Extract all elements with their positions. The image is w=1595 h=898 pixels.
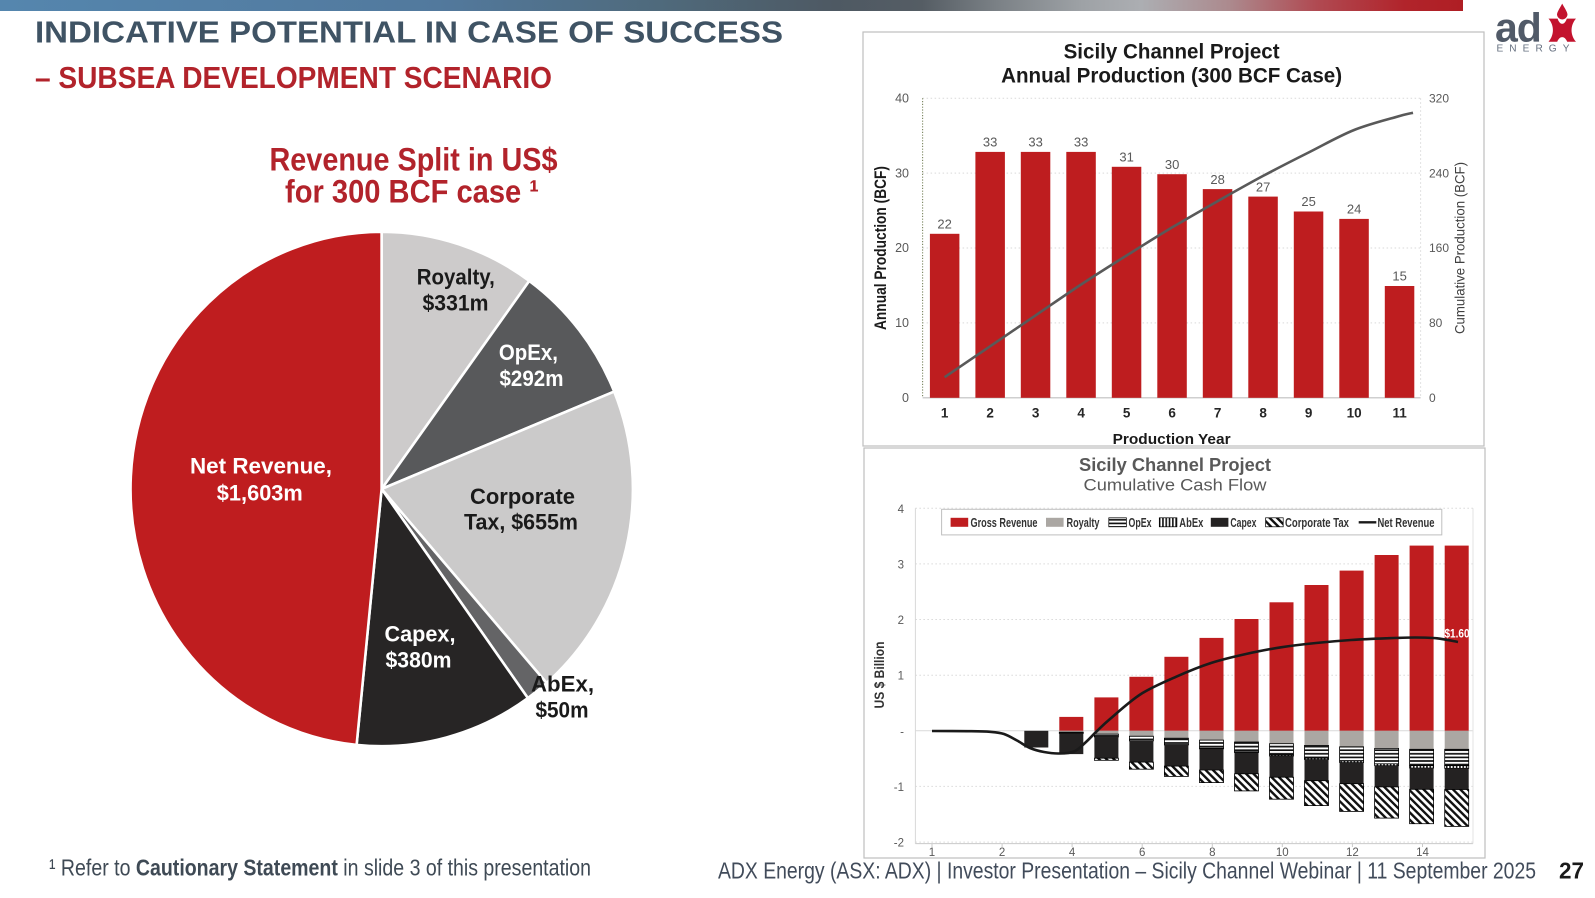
svg-text:INDICATIVE POTENTIAL IN CASE O: INDICATIVE POTENTIAL IN CASE OF SUCCESS [35, 16, 783, 50]
svg-text:US $ Billion: US $ Billion [871, 642, 887, 709]
svg-text:ENERGY: ENERGY [1497, 44, 1576, 55]
svg-text:AbEx: AbEx [1179, 516, 1203, 530]
svg-text:Royalty: Royalty [1067, 516, 1100, 530]
svg-text:6: 6 [1168, 406, 1176, 421]
svg-text:Gross Revenue: Gross Revenue [971, 516, 1038, 530]
svg-text:$1.60: $1.60 [1445, 629, 1470, 641]
svg-text:8: 8 [1259, 406, 1267, 421]
svg-text:33: 33 [1074, 135, 1088, 150]
svg-text:7: 7 [1214, 406, 1222, 421]
svg-text:30: 30 [895, 166, 909, 180]
svg-text:2: 2 [986, 406, 994, 421]
svg-text:$1,603m: $1,603m [217, 481, 303, 506]
svg-text:– SUBSEA DEVELOPMENT SCENARIO: – SUBSEA DEVELOPMENT SCENARIO [35, 60, 552, 95]
svg-text:320: 320 [1429, 91, 1449, 105]
svg-text:Production Year: Production Year [1113, 432, 1231, 448]
svg-text:1: 1 [941, 406, 949, 421]
svg-text:Tax, $655m: Tax, $655m [464, 510, 578, 535]
svg-text:$331m: $331m [423, 291, 489, 316]
svg-text:for 300 BCF case ¹: for 300 BCF case ¹ [285, 174, 539, 210]
svg-text:5: 5 [1123, 406, 1131, 421]
svg-text:8: 8 [1209, 847, 1215, 859]
svg-text:22: 22 [937, 217, 951, 232]
svg-text:-1: -1 [894, 782, 904, 794]
svg-text:28: 28 [1210, 172, 1224, 187]
svg-text:$292m: $292m [500, 366, 564, 391]
svg-text:Cumulative Production (BCF): Cumulative Production (BCF) [1453, 162, 1468, 334]
svg-text:25: 25 [1301, 194, 1315, 209]
svg-text:6: 6 [1139, 847, 1145, 859]
svg-text:33: 33 [1028, 135, 1042, 150]
svg-text:1: 1 [929, 847, 935, 859]
svg-text:¹ Refer to Cautionary Statemen: ¹ Refer to Cautionary Statement in slide… [49, 855, 591, 881]
svg-text:Net Revenue,: Net Revenue, [190, 454, 332, 479]
svg-text:-: - [900, 726, 904, 738]
svg-text:Annual Production (300 BCF Cas: Annual Production (300 BCF Case) [1001, 65, 1342, 88]
svg-text:31: 31 [1119, 150, 1133, 165]
svg-text:240: 240 [1429, 166, 1449, 180]
svg-text:30: 30 [1165, 157, 1179, 172]
svg-text:ADX Energy (ASX: ADX) | Inve: ADX Energy (ASX: ADX) | Investor Present… [718, 858, 1536, 884]
svg-text:Corporate: Corporate [470, 484, 575, 509]
svg-text:11: 11 [1392, 406, 1407, 421]
svg-text:Annual Production (BCF): Annual Production (BCF) [872, 166, 890, 330]
svg-text:3: 3 [898, 559, 904, 571]
svg-text:27: 27 [1256, 179, 1270, 194]
svg-text:20: 20 [895, 241, 909, 255]
svg-text:1: 1 [898, 671, 904, 683]
svg-text:Revenue Split in US$: Revenue Split in US$ [270, 142, 558, 178]
svg-text:27: 27 [1559, 858, 1584, 884]
svg-text:12: 12 [1346, 847, 1359, 859]
svg-text:80: 80 [1429, 316, 1443, 330]
svg-text:9: 9 [1305, 406, 1313, 421]
svg-text:AbEx,: AbEx, [531, 672, 594, 697]
svg-text:24: 24 [1347, 202, 1361, 217]
svg-text:10: 10 [895, 316, 909, 330]
svg-text:Sicily Channel Project: Sicily Channel Project [1079, 455, 1271, 475]
svg-text:OpEx,: OpEx, [499, 340, 558, 365]
svg-text:4: 4 [898, 504, 905, 516]
svg-text:ad: ad [1495, 5, 1541, 51]
svg-text:3: 3 [1032, 406, 1040, 421]
svg-text:Capex: Capex [1230, 516, 1256, 530]
svg-text:33: 33 [983, 135, 997, 150]
svg-text:160: 160 [1429, 241, 1449, 255]
svg-text:0: 0 [1429, 391, 1436, 405]
svg-text:0: 0 [902, 391, 909, 405]
svg-text:Net Revenue: Net Revenue [1378, 516, 1435, 530]
svg-text:OpEx: OpEx [1129, 516, 1152, 530]
svg-text:10: 10 [1276, 847, 1289, 859]
svg-text:2: 2 [898, 615, 904, 627]
svg-text:Corporate Tax: Corporate Tax [1285, 516, 1349, 530]
svg-text:14: 14 [1416, 847, 1429, 859]
svg-text:Sicily Channel Project: Sicily Channel Project [1064, 41, 1280, 64]
svg-text:4: 4 [1077, 406, 1085, 421]
svg-text:Cumulative Cash Flow: Cumulative Cash Flow [1084, 476, 1268, 495]
svg-text:-2: -2 [894, 838, 904, 850]
svg-text:Royalty,: Royalty, [417, 264, 495, 289]
svg-text:Capex,: Capex, [385, 622, 456, 647]
svg-text:10: 10 [1347, 406, 1362, 421]
svg-text:4: 4 [1069, 847, 1076, 859]
svg-text:40: 40 [895, 91, 909, 105]
svg-text:2: 2 [999, 847, 1005, 859]
svg-text:$380m: $380m [386, 648, 452, 673]
svg-text:15: 15 [1392, 269, 1406, 284]
svg-text:$50m: $50m [536, 698, 589, 723]
